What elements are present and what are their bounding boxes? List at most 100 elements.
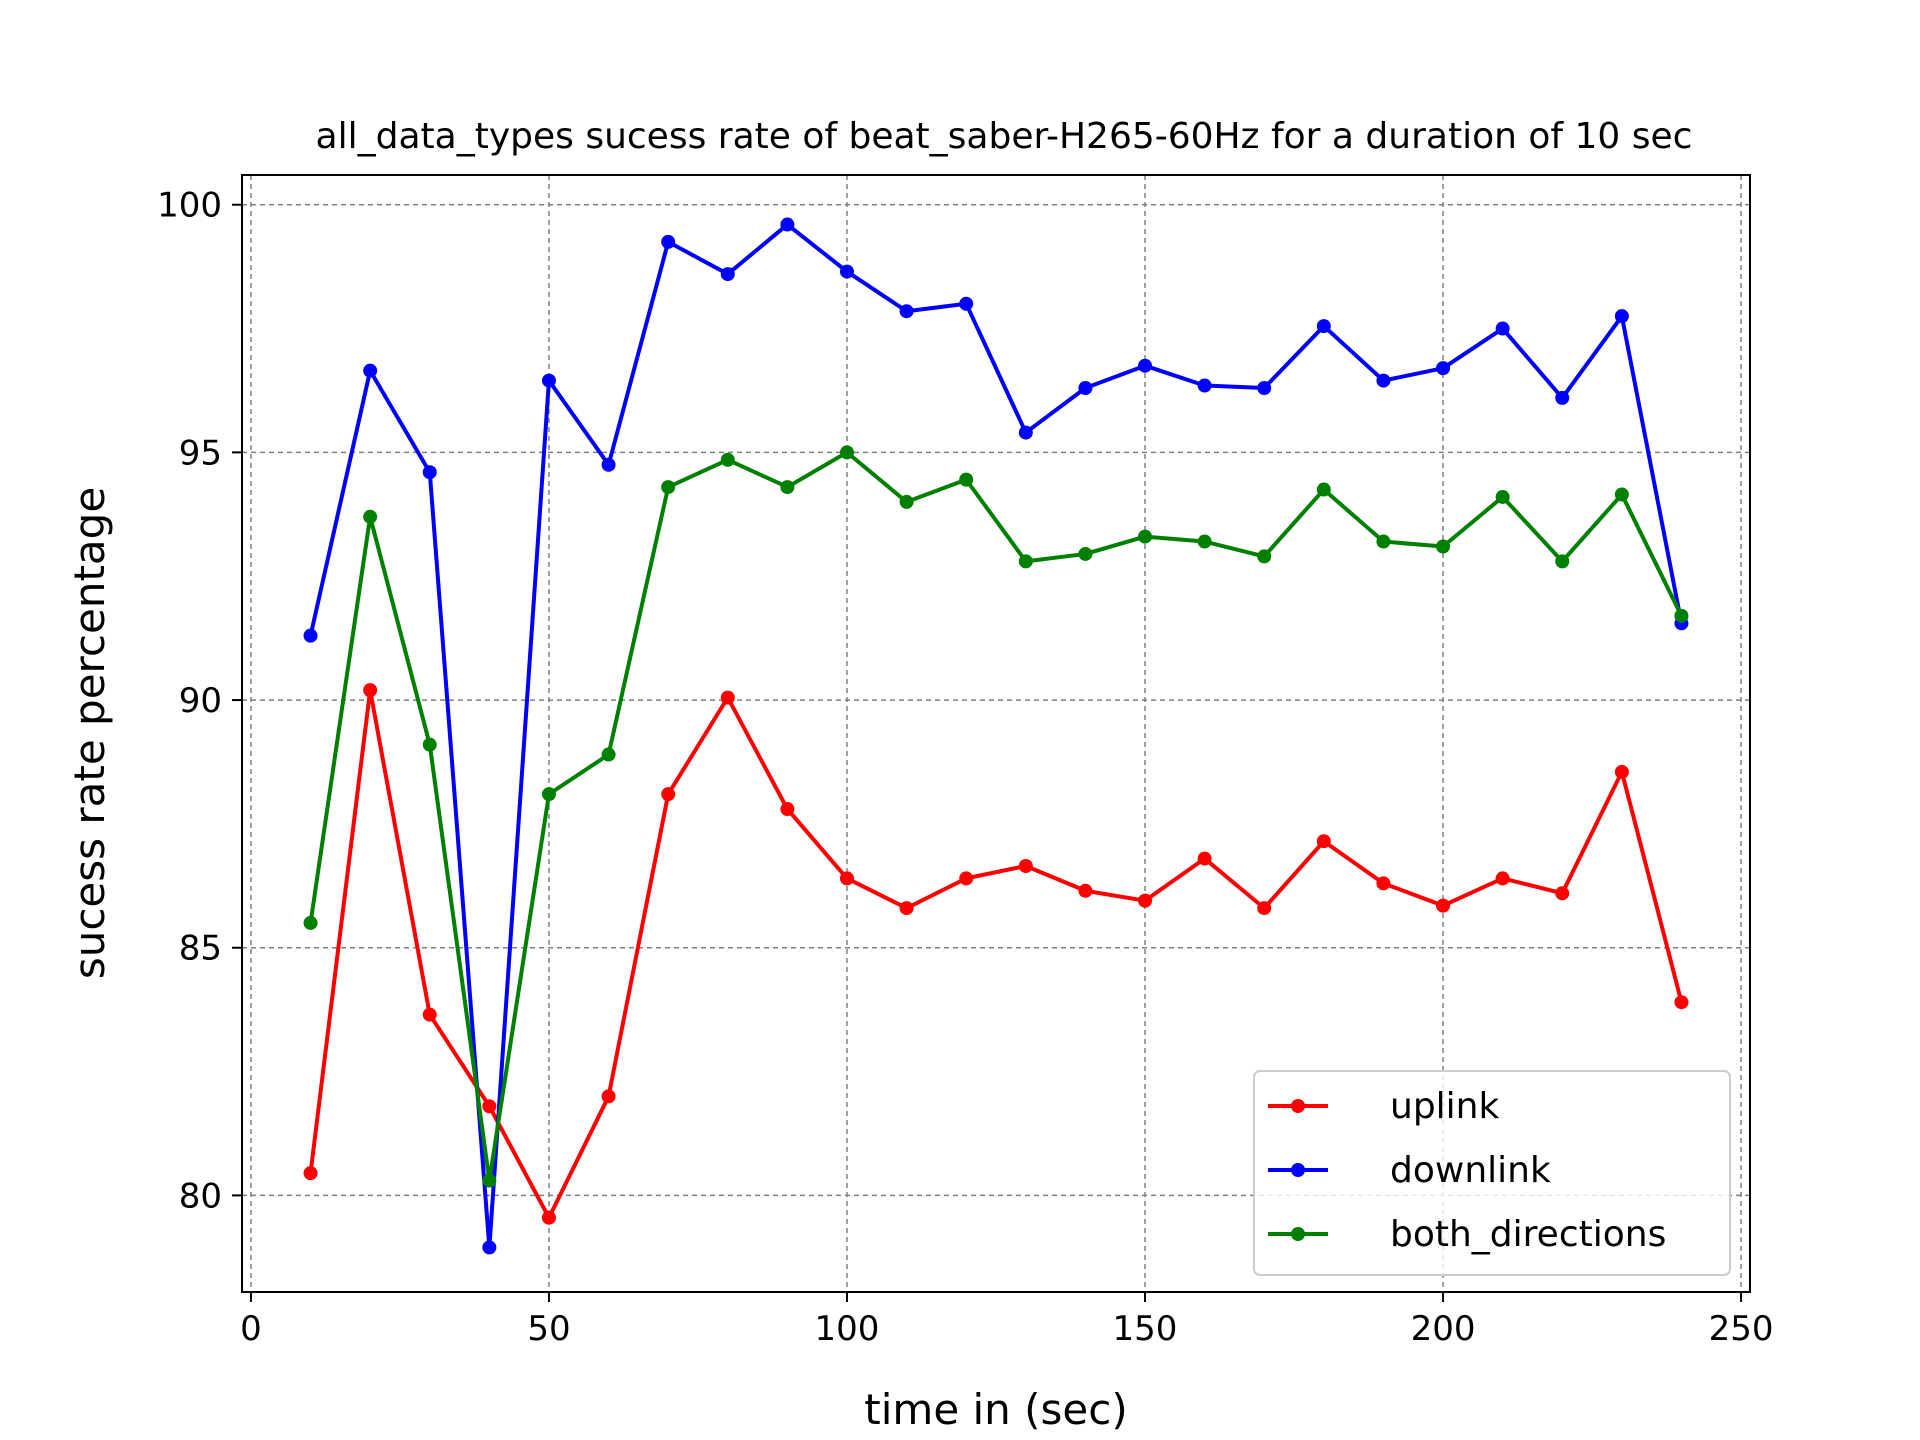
x-tick-label: 200 bbox=[1411, 1309, 1476, 1349]
series-layer bbox=[303, 217, 1689, 1255]
legend: uplink downlink both_directions bbox=[1253, 1070, 1731, 1276]
series-downlink bbox=[303, 217, 1689, 1255]
data-point bbox=[303, 628, 318, 643]
data-point bbox=[720, 452, 735, 467]
data-point bbox=[363, 509, 378, 524]
data-point bbox=[1495, 871, 1510, 886]
data-point bbox=[1614, 487, 1629, 502]
data-point bbox=[899, 901, 914, 916]
legend-item: both_directions bbox=[1268, 1214, 1666, 1255]
data-point bbox=[1257, 549, 1272, 564]
data-point bbox=[1555, 886, 1570, 901]
series-both-directions bbox=[303, 445, 1689, 1188]
data-point bbox=[1555, 554, 1570, 569]
data-point bbox=[422, 1007, 437, 1022]
data-point bbox=[1257, 380, 1272, 395]
data-point bbox=[1436, 898, 1451, 913]
series-line bbox=[308, 450, 1684, 1183]
data-point bbox=[1376, 876, 1391, 891]
data-point bbox=[363, 683, 378, 698]
data-point bbox=[1138, 529, 1153, 544]
data-point bbox=[1257, 901, 1272, 916]
data-point bbox=[780, 217, 795, 232]
data-point bbox=[601, 747, 616, 762]
data-point bbox=[661, 480, 676, 495]
data-point bbox=[1555, 390, 1570, 405]
data-point bbox=[720, 267, 735, 282]
series-uplink bbox=[303, 683, 1689, 1225]
x-tick-label: 0 bbox=[240, 1309, 262, 1349]
data-point bbox=[720, 690, 735, 705]
data-point bbox=[1197, 534, 1212, 549]
series-line bbox=[308, 688, 1684, 1220]
x-tick-label: 100 bbox=[815, 1309, 880, 1349]
y-tick-label: 95 bbox=[179, 433, 222, 473]
data-point bbox=[541, 373, 556, 388]
data-point bbox=[1495, 321, 1510, 336]
data-point bbox=[780, 480, 795, 495]
data-point bbox=[1436, 361, 1451, 376]
data-point bbox=[1316, 482, 1331, 497]
data-point bbox=[1018, 425, 1033, 440]
data-point bbox=[601, 457, 616, 472]
data-point bbox=[839, 871, 854, 886]
data-point bbox=[959, 871, 974, 886]
legend-marker bbox=[1291, 1227, 1305, 1241]
x-axis-label: time in (sec) bbox=[864, 1385, 1127, 1434]
data-point bbox=[1197, 851, 1212, 866]
legend-item: downlink bbox=[1268, 1150, 1551, 1191]
legend-label: downlink bbox=[1390, 1150, 1551, 1191]
data-point bbox=[1376, 373, 1391, 388]
chart-title: all_data_types sucess rate of beat_saber… bbox=[316, 116, 1693, 157]
data-point bbox=[959, 472, 974, 487]
series-line bbox=[308, 222, 1684, 1250]
data-point bbox=[422, 737, 437, 752]
data-point bbox=[541, 787, 556, 802]
legend-marker bbox=[1291, 1163, 1305, 1177]
data-point bbox=[1376, 534, 1391, 549]
data-point bbox=[1436, 539, 1451, 554]
data-point bbox=[839, 264, 854, 279]
data-point bbox=[661, 787, 676, 802]
data-point bbox=[303, 915, 318, 930]
data-point bbox=[1018, 554, 1033, 569]
data-point bbox=[780, 802, 795, 817]
data-point bbox=[1078, 380, 1093, 395]
data-point bbox=[1078, 883, 1093, 898]
data-point bbox=[482, 1173, 497, 1188]
data-point bbox=[1316, 834, 1331, 849]
data-point bbox=[541, 1210, 556, 1225]
data-point bbox=[303, 1166, 318, 1181]
data-point bbox=[1316, 319, 1331, 334]
data-point bbox=[899, 304, 914, 319]
plot-frame bbox=[241, 174, 1751, 1293]
legend-marker bbox=[1291, 1099, 1305, 1113]
data-point bbox=[1138, 358, 1153, 373]
y-tick-label: 80 bbox=[179, 1176, 222, 1216]
data-point bbox=[1197, 378, 1212, 393]
legend-label: uplink bbox=[1390, 1086, 1499, 1127]
data-point bbox=[1018, 859, 1033, 874]
data-point bbox=[1614, 309, 1629, 324]
data-point bbox=[959, 296, 974, 311]
axis-ticks: 0 50 100 150 200 250 80 85 90 95 100 bbox=[157, 186, 1773, 1349]
data-point bbox=[482, 1099, 497, 1114]
data-point bbox=[1138, 893, 1153, 908]
y-axis-label: sucess rate percentage bbox=[65, 487, 114, 979]
data-point bbox=[1674, 608, 1689, 623]
x-tick-label: 150 bbox=[1113, 1309, 1178, 1349]
y-tick-label: 85 bbox=[179, 929, 222, 969]
data-point bbox=[1674, 995, 1689, 1010]
data-point bbox=[661, 234, 676, 249]
data-point bbox=[1495, 489, 1510, 504]
data-point bbox=[899, 494, 914, 509]
y-tick-label: 90 bbox=[179, 681, 222, 721]
legend-item: uplink bbox=[1268, 1086, 1499, 1127]
legend-box bbox=[1253, 1070, 1731, 1276]
data-point bbox=[1614, 764, 1629, 779]
data-point bbox=[1078, 546, 1093, 561]
data-point bbox=[363, 363, 378, 378]
x-tick-label: 50 bbox=[527, 1309, 570, 1349]
x-tick-label: 250 bbox=[1709, 1309, 1774, 1349]
